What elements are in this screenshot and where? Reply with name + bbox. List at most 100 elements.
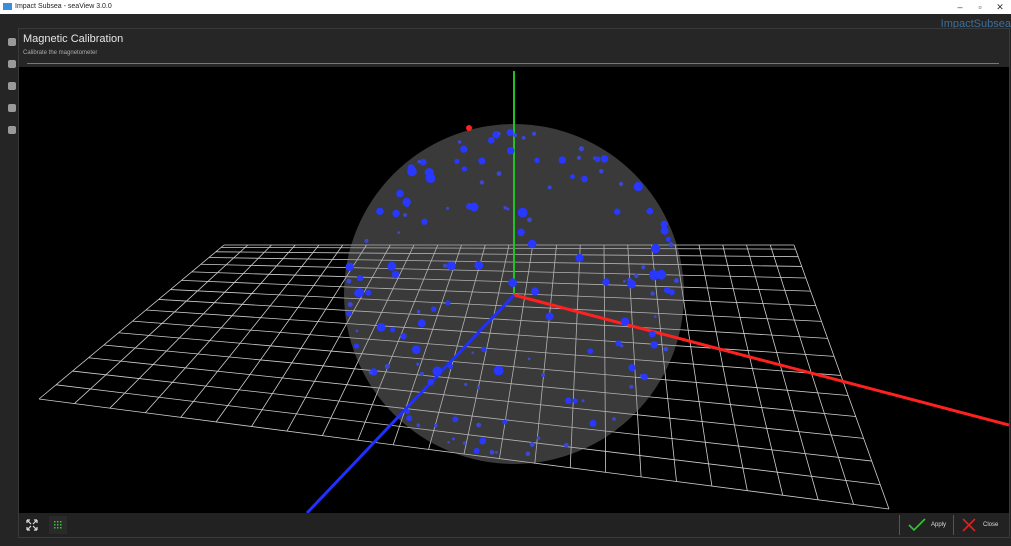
x-axis xyxy=(513,293,1010,427)
sample-point xyxy=(623,279,626,283)
footer-separator xyxy=(899,515,900,535)
grid-line xyxy=(286,244,391,432)
sample-point xyxy=(527,357,531,361)
sample-point xyxy=(534,157,540,163)
back-icon[interactable] xyxy=(8,126,16,134)
close-label: Close xyxy=(983,522,999,528)
sample-point xyxy=(404,408,411,415)
sample-point xyxy=(541,373,546,377)
sample-point xyxy=(497,132,501,136)
grid-line xyxy=(103,344,856,417)
sample-point xyxy=(531,287,539,296)
sample-point xyxy=(421,218,428,225)
current-reading-point xyxy=(466,125,472,131)
sample-point xyxy=(545,312,554,321)
sample-point xyxy=(446,261,456,271)
sample-point xyxy=(656,269,667,280)
sample-point xyxy=(353,343,360,349)
sample-point xyxy=(547,185,552,190)
maximize-button[interactable]: ▫ xyxy=(978,2,982,12)
sample-point xyxy=(355,329,359,333)
sample-point xyxy=(634,273,639,279)
sample-point xyxy=(391,270,400,279)
grid-line xyxy=(428,244,486,450)
sample-point xyxy=(416,309,421,314)
3d-viewport[interactable] xyxy=(19,67,1010,515)
background-brand: ImpactSubsea xyxy=(940,18,1011,30)
sample-point xyxy=(648,330,656,338)
sample-point xyxy=(464,382,468,387)
sample-point xyxy=(663,286,671,294)
sample-point xyxy=(476,386,481,390)
grid-line xyxy=(191,271,811,292)
file-icon[interactable] xyxy=(8,104,16,112)
sample-point xyxy=(452,437,455,441)
sample-point xyxy=(589,419,597,427)
sample-point xyxy=(660,226,669,235)
grid-line xyxy=(180,244,320,418)
sample-point xyxy=(502,419,508,425)
sample-point xyxy=(633,181,643,192)
sample-point xyxy=(513,133,518,138)
sample-point xyxy=(396,189,404,198)
sample-point xyxy=(650,243,661,254)
footer-separator xyxy=(953,515,954,535)
sample-point xyxy=(419,371,424,376)
apply-label: Apply xyxy=(931,522,947,528)
sample-point xyxy=(599,169,604,174)
sample-point xyxy=(419,158,427,166)
sample-point xyxy=(525,451,531,457)
sample-point xyxy=(532,131,537,136)
sample-point xyxy=(446,206,449,210)
sample-point xyxy=(461,166,467,172)
sample-point xyxy=(615,340,622,347)
sample-point xyxy=(581,399,585,403)
sample-point xyxy=(412,345,421,354)
grid-line xyxy=(38,244,225,400)
sample-point xyxy=(425,173,436,183)
sample-point xyxy=(452,416,459,423)
close-window-button[interactable]: ✕ xyxy=(996,2,1004,12)
sample-points xyxy=(345,125,679,457)
sample-point xyxy=(527,239,537,249)
sample-point xyxy=(417,319,426,328)
sample-point xyxy=(641,373,648,381)
record-icon[interactable] xyxy=(8,82,16,90)
sample-point xyxy=(432,366,443,377)
expand-icon[interactable] xyxy=(23,516,41,534)
sample-point xyxy=(417,160,421,164)
sample-point xyxy=(354,289,362,297)
sample-point xyxy=(368,370,373,375)
sample-point xyxy=(416,423,421,428)
sample-point xyxy=(392,209,400,218)
sample-point xyxy=(495,450,498,454)
sample-point xyxy=(384,363,390,369)
menu-icon[interactable] xyxy=(8,38,16,46)
grid-line xyxy=(38,398,890,510)
sample-point xyxy=(618,181,624,187)
close-button[interactable]: Close xyxy=(961,516,998,534)
sample-point xyxy=(641,265,646,270)
sample-point xyxy=(407,164,415,172)
sample-point xyxy=(628,364,636,372)
dialog-footer: Apply Close xyxy=(19,513,1009,537)
sample-point xyxy=(602,278,610,286)
grid-line xyxy=(357,244,439,441)
minimize-button[interactable]: – xyxy=(957,2,963,12)
grid-line xyxy=(181,279,816,307)
ground-grid xyxy=(38,244,890,510)
sample-point xyxy=(503,206,507,210)
apply-button[interactable]: Apply xyxy=(907,516,946,534)
sample-point xyxy=(493,365,504,376)
sample-point xyxy=(506,128,514,137)
grid-line xyxy=(793,244,890,510)
sample-point xyxy=(496,171,502,176)
settings-icon[interactable] xyxy=(8,60,16,68)
sample-point xyxy=(471,351,475,355)
grid-toggle-icon[interactable] xyxy=(49,516,67,534)
sample-point xyxy=(400,332,407,340)
sample-point xyxy=(558,156,566,164)
sample-point xyxy=(587,348,594,354)
sample-point xyxy=(620,317,630,326)
app-icon xyxy=(3,3,12,10)
